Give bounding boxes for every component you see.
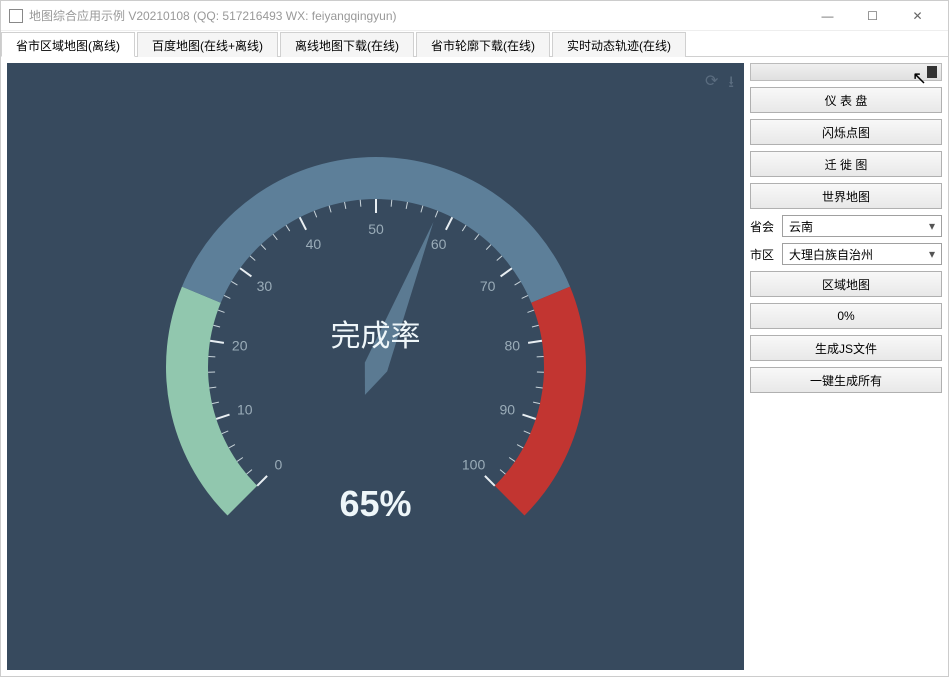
tab-outline-download[interactable]: 省市轮廓下载(在线) <box>416 32 550 57</box>
value-slider[interactable] <box>750 63 942 81</box>
zero-button[interactable]: 0% <box>750 303 942 329</box>
city-row: 市区 大理白族自治州 <box>750 243 942 265</box>
gauge-chart: 0 10 20 30 40 50 60 70 80 90 100 <box>116 107 636 627</box>
content-area: ⟳ ⭳ 0 10 20 30 40 50 60 70 80 90 100 完成率 65% 仪 表 盘… <box>1 57 948 676</box>
svg-text:30: 30 <box>256 277 272 293</box>
svg-text:100: 100 <box>461 456 485 472</box>
gauge-button[interactable]: 仪 表 盘 <box>750 87 942 113</box>
window-controls: — ☐ ✕ <box>805 2 940 30</box>
flashpoint-button[interactable]: 闪烁点图 <box>750 119 942 145</box>
province-label: 省会 <box>750 218 778 235</box>
tab-offline-region[interactable]: 省市区域地图(离线) <box>1 32 135 57</box>
tab-offline-download[interactable]: 离线地图下载(在线) <box>280 32 414 57</box>
gauge-value-label: 65% <box>339 483 411 525</box>
refresh-icon[interactable]: ⟳ <box>705 71 718 98</box>
svg-text:70: 70 <box>479 277 495 293</box>
maximize-button[interactable]: ☐ <box>850 2 895 30</box>
minimize-button[interactable]: — <box>805 2 850 30</box>
tab-realtime-track[interactable]: 实时动态轨迹(在线) <box>552 32 686 57</box>
svg-text:50: 50 <box>368 221 384 237</box>
svg-text:10: 10 <box>236 401 252 417</box>
province-select[interactable]: 云南 <box>782 215 942 237</box>
titlebar: 地图综合应用示例 V20210108 (QQ: 517216493 WX: fe… <box>1 1 948 31</box>
app-window: 地图综合应用示例 V20210108 (QQ: 517216493 WX: fe… <box>0 0 949 677</box>
side-panel: 仪 表 盘 闪烁点图 迁 徙 图 世界地图 省会 云南 市区 大理白族自治州 区… <box>750 63 942 670</box>
city-label: 市区 <box>750 246 778 263</box>
download-icon[interactable]: ⭳ <box>728 71 734 98</box>
svg-text:40: 40 <box>305 236 321 252</box>
chart-toolbar: ⟳ ⭳ <box>705 71 734 98</box>
province-row: 省会 云南 <box>750 215 942 237</box>
svg-text:80: 80 <box>504 337 520 353</box>
svg-text:0: 0 <box>274 456 282 472</box>
migrate-button[interactable]: 迁 徙 图 <box>750 151 942 177</box>
gauge-title: 完成率 <box>331 311 421 355</box>
app-icon <box>9 9 23 23</box>
tab-baidu[interactable]: 百度地图(在线+离线) <box>137 32 278 57</box>
window-title: 地图综合应用示例 V20210108 (QQ: 517216493 WX: fe… <box>29 7 805 24</box>
genjs-button[interactable]: 生成JS文件 <box>750 335 942 361</box>
svg-text:20: 20 <box>231 337 247 353</box>
regionmap-button[interactable]: 区域地图 <box>750 271 942 297</box>
close-button[interactable]: ✕ <box>895 2 940 30</box>
svg-text:90: 90 <box>499 401 515 417</box>
tab-bar: 省市区域地图(离线) 百度地图(在线+离线) 离线地图下载(在线) 省市轮廓下载… <box>1 31 948 57</box>
slider-thumb[interactable] <box>927 66 937 78</box>
worldmap-button[interactable]: 世界地图 <box>750 183 942 209</box>
genall-button[interactable]: 一键生成所有 <box>750 367 942 393</box>
gauge-panel: ⟳ ⭳ 0 10 20 30 40 50 60 70 80 90 100 完成率 65% <box>7 63 744 670</box>
city-select[interactable]: 大理白族自治州 <box>782 243 942 265</box>
svg-text:60: 60 <box>430 236 446 252</box>
